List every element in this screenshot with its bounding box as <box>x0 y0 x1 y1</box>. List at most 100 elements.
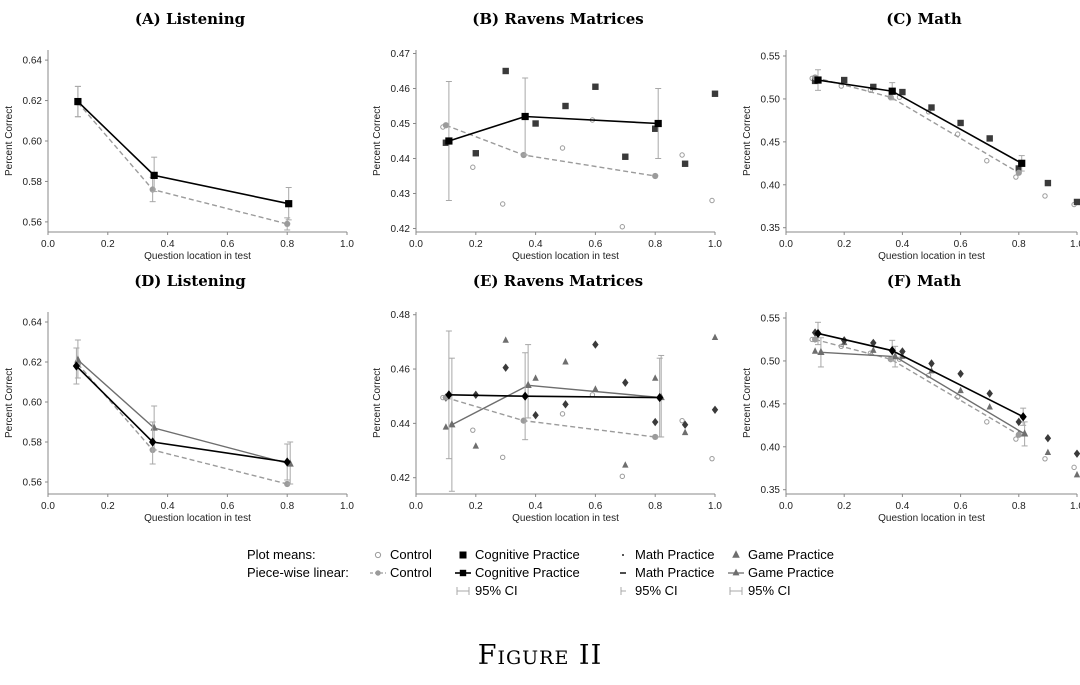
data-point-cognitive <box>928 359 935 368</box>
x-tick-label: 0.6 <box>220 501 234 512</box>
series-marker-cognitive <box>445 137 453 145</box>
data-point-control <box>619 224 626 230</box>
data-point-game <box>986 403 993 410</box>
series-line-game <box>820 351 1025 435</box>
series-line-cognitive <box>817 332 1024 418</box>
data-point-cognitive <box>652 417 659 427</box>
legend-item-label: 95% CI <box>748 583 791 598</box>
data-point-game <box>870 346 877 353</box>
x-tick-label: 0.2 <box>101 501 115 512</box>
x-tick-label: 0.2 <box>101 239 115 250</box>
x-tick-label: 0.6 <box>220 239 234 250</box>
data-point-control <box>709 455 715 462</box>
legend-item-label: Math Practice <box>635 547 715 562</box>
y-tick-label: 0.43 <box>391 189 411 200</box>
x-tick-label: 0.4 <box>161 501 175 512</box>
chart-panel: 0.35 0.40 0.45 0.50 0.55 0.0 0.2 0.4 0.6 0.8 1.0 Qu… <box>742 50 1080 262</box>
data-point-game <box>442 423 450 430</box>
x-tick-label: 0.8 <box>1012 501 1026 512</box>
data-point-control <box>559 411 566 417</box>
y-axis-label: Percent Correct <box>372 368 383 438</box>
y-tick-label: 0.50 <box>761 94 781 105</box>
y-tick-label: 0.62 <box>23 358 43 369</box>
series-marker-control <box>652 433 659 441</box>
y-axis-label: Percent Correct <box>372 106 383 176</box>
y-tick-label: 0.56 <box>23 478 43 489</box>
legend-item-label: 95% CI <box>475 583 518 598</box>
x-tick-label: 0.4 <box>895 501 909 512</box>
chart-panel: 0.56 0.58 0.60 0.62 0.64 0.0 0.2 0.4 0.6 0.8 1.0 Qu… <box>4 50 354 262</box>
data-point-game <box>681 428 689 436</box>
legend-marker <box>459 569 467 577</box>
data-point-game <box>1073 470 1080 478</box>
chart-panel: 0.42 0.44 0.46 0.48 0.0 0.2 0.4 0.6 0.8 1.0 Questi… <box>372 310 722 524</box>
data-point-control <box>1013 436 1019 442</box>
x-tick-label: 0.8 <box>280 501 294 512</box>
series-line-control <box>814 338 1020 436</box>
x-tick-label: 0.0 <box>779 501 793 512</box>
data-point-cognitive <box>532 411 539 420</box>
data-point-cognitive <box>928 104 935 111</box>
series-marker-game <box>891 352 899 360</box>
series-marker-cognitive <box>1018 159 1026 167</box>
legend-swatch-control <box>370 570 386 576</box>
x-tick-label: 0.6 <box>588 501 602 512</box>
x-tick-label: 0.8 <box>648 239 662 250</box>
data-point-cognitive <box>532 120 539 127</box>
data-point-game <box>502 336 509 343</box>
y-tick-label: 0.58 <box>23 438 43 449</box>
legend-swatch-ci <box>729 587 743 595</box>
legend-row-label: Piece-wise linear: <box>247 565 349 580</box>
series-line-game <box>451 384 662 426</box>
x-axis-label: Question location in test <box>878 513 985 524</box>
series-marker-cognitive <box>814 76 822 84</box>
series-marker-cognitive <box>283 457 291 467</box>
data-point-cognitive <box>622 378 629 387</box>
legend-marker <box>732 550 740 558</box>
x-tick-label: 1.0 <box>1070 239 1080 250</box>
data-point-control <box>984 419 990 425</box>
x-axis-label: Question location in test <box>512 251 619 262</box>
data-point-control <box>1042 193 1048 199</box>
legend-swatch-game <box>728 568 744 576</box>
data-point-cognitive <box>592 83 599 90</box>
y-tick-label: 0.46 <box>391 365 411 376</box>
y-tick-label: 0.42 <box>391 224 411 235</box>
x-tick-label: 0.4 <box>161 239 175 250</box>
legend-swatch-math <box>620 572 626 574</box>
series-marker-cognitive <box>150 171 158 179</box>
series-marker-cognitive <box>72 361 81 371</box>
data-point-control <box>500 201 506 207</box>
panel-title: (C) Math <box>886 10 962 28</box>
series-line-control <box>77 102 288 225</box>
x-tick-label: 0.0 <box>41 501 55 512</box>
data-point-control <box>679 417 685 424</box>
series-line-control <box>814 76 1020 174</box>
series-marker-game <box>817 347 825 355</box>
legend-item-label: 95% CI <box>635 583 678 598</box>
x-tick-label: 1.0 <box>1070 501 1080 512</box>
x-tick-label: 0.2 <box>837 239 851 250</box>
series-line-cognitive <box>75 365 288 463</box>
chart-panel: 0.42 0.43 0.44 0.45 0.46 0.47 0.0 0.2 0.4 0.6 0.8 1… <box>372 49 722 262</box>
data-point-cognitive <box>681 160 689 167</box>
data-point-control <box>559 145 566 151</box>
x-tick-label: 0.8 <box>648 501 662 512</box>
data-point-cognitive <box>1073 449 1080 458</box>
y-tick-label: 0.56 <box>23 217 43 228</box>
y-tick-label: 0.62 <box>23 96 43 107</box>
legend-marker <box>732 568 740 576</box>
x-tick-label: 0.2 <box>469 501 483 512</box>
x-tick-label: 0.2 <box>469 239 483 250</box>
y-tick-label: 0.45 <box>761 399 781 410</box>
series-marker-cognitive <box>74 97 82 106</box>
y-tick-label: 0.48 <box>391 310 411 321</box>
chart-panel: 0.56 0.58 0.60 0.62 0.64 0.0 0.2 0.4 0.6 0.8 1.0 Qu… <box>4 312 354 524</box>
x-axis-label: Question location in test <box>144 513 251 524</box>
x-axis-label: Question location in test <box>144 251 251 262</box>
data-point-game <box>622 461 629 468</box>
y-tick-label: 0.58 <box>23 177 43 188</box>
data-point-game <box>562 358 569 365</box>
legend-row-label: Plot means: <box>247 547 316 562</box>
data-point-control <box>984 158 990 164</box>
